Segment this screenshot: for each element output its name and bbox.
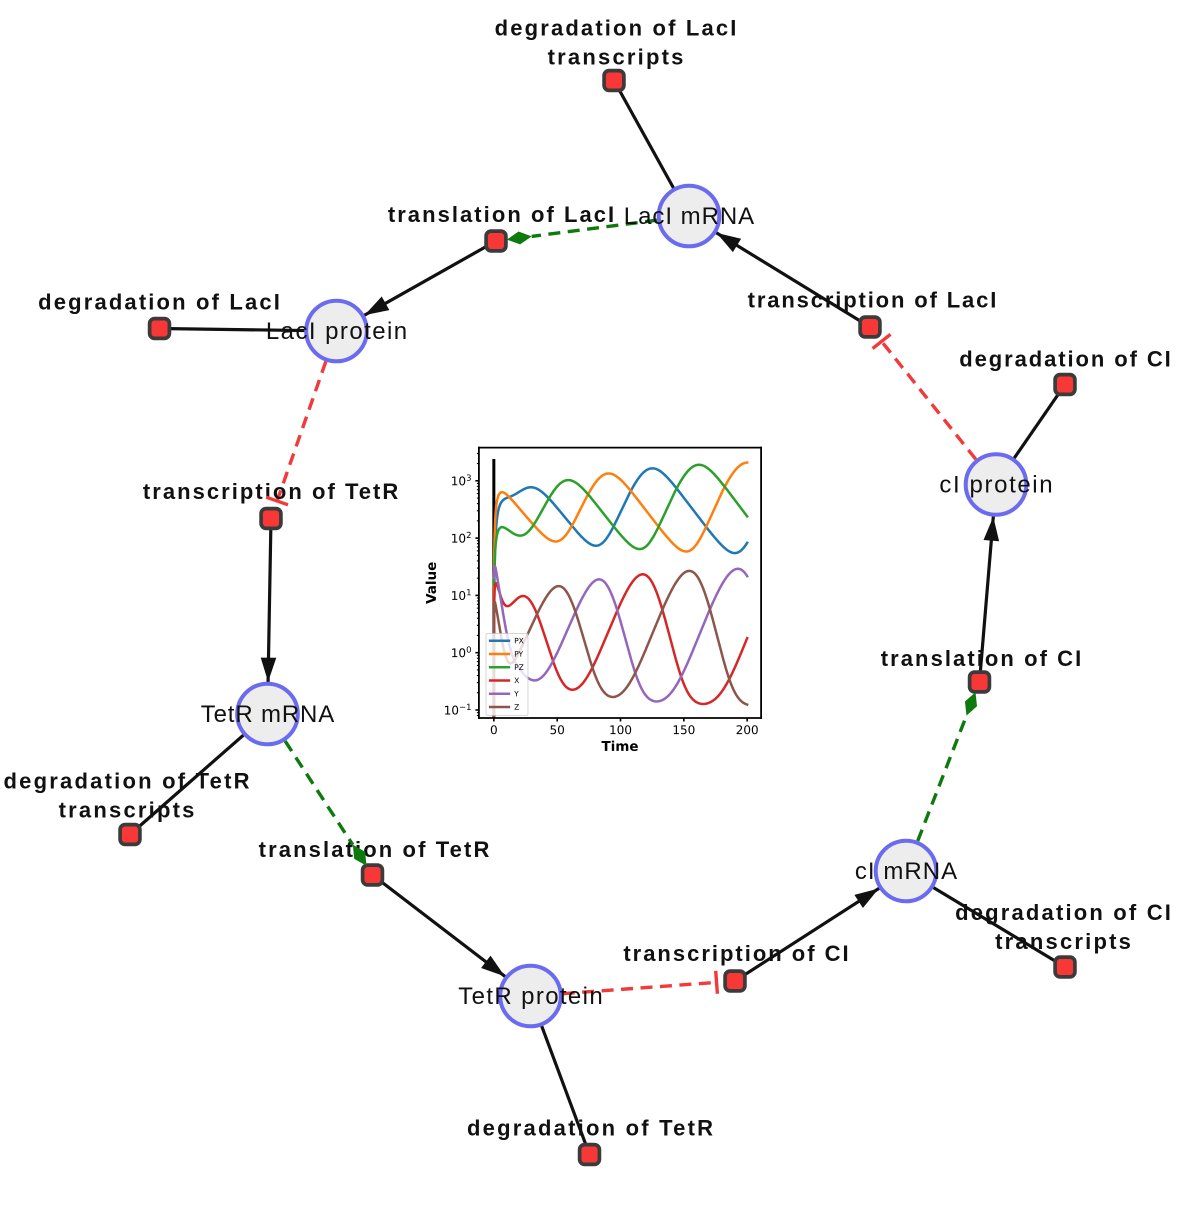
svg-text:transcripts: transcripts (59, 797, 195, 822)
svg-text:degradation of CI: degradation of CI (955, 900, 1171, 925)
svg-text:TetR mRNA: TetR mRNA (201, 701, 335, 728)
svg-text:transcription of CI: transcription of CI (623, 941, 848, 966)
svg-text:degradation of TetR: degradation of TetR (4, 768, 250, 793)
svg-text:TetR protein: TetR protein (458, 983, 602, 1010)
svg-text:translation of TetR: translation of TetR (259, 837, 490, 862)
svg-text:degradation of CI: degradation of CI (959, 346, 1171, 371)
svg-text:cI protein: cI protein (939, 472, 1052, 499)
svg-text:transcripts: transcripts (995, 929, 1131, 954)
svg-text:LacI mRNA: LacI mRNA (624, 203, 754, 230)
svg-text:LacI protein: LacI protein (266, 318, 407, 345)
svg-text:degradation of TetR: degradation of TetR (467, 1115, 713, 1140)
svg-text:degradation of LacI: degradation of LacI (495, 15, 737, 40)
svg-text:transcription of LacI: transcription of LacI (748, 287, 997, 312)
svg-text:transcripts: transcripts (548, 44, 684, 69)
svg-text:translation of LacI: translation of LacI (388, 202, 614, 227)
svg-text:degradation of LacI: degradation of LacI (38, 289, 280, 314)
svg-text:cI mRNA: cI mRNA (855, 858, 957, 885)
svg-text:translation of CI: translation of CI (881, 646, 1082, 671)
